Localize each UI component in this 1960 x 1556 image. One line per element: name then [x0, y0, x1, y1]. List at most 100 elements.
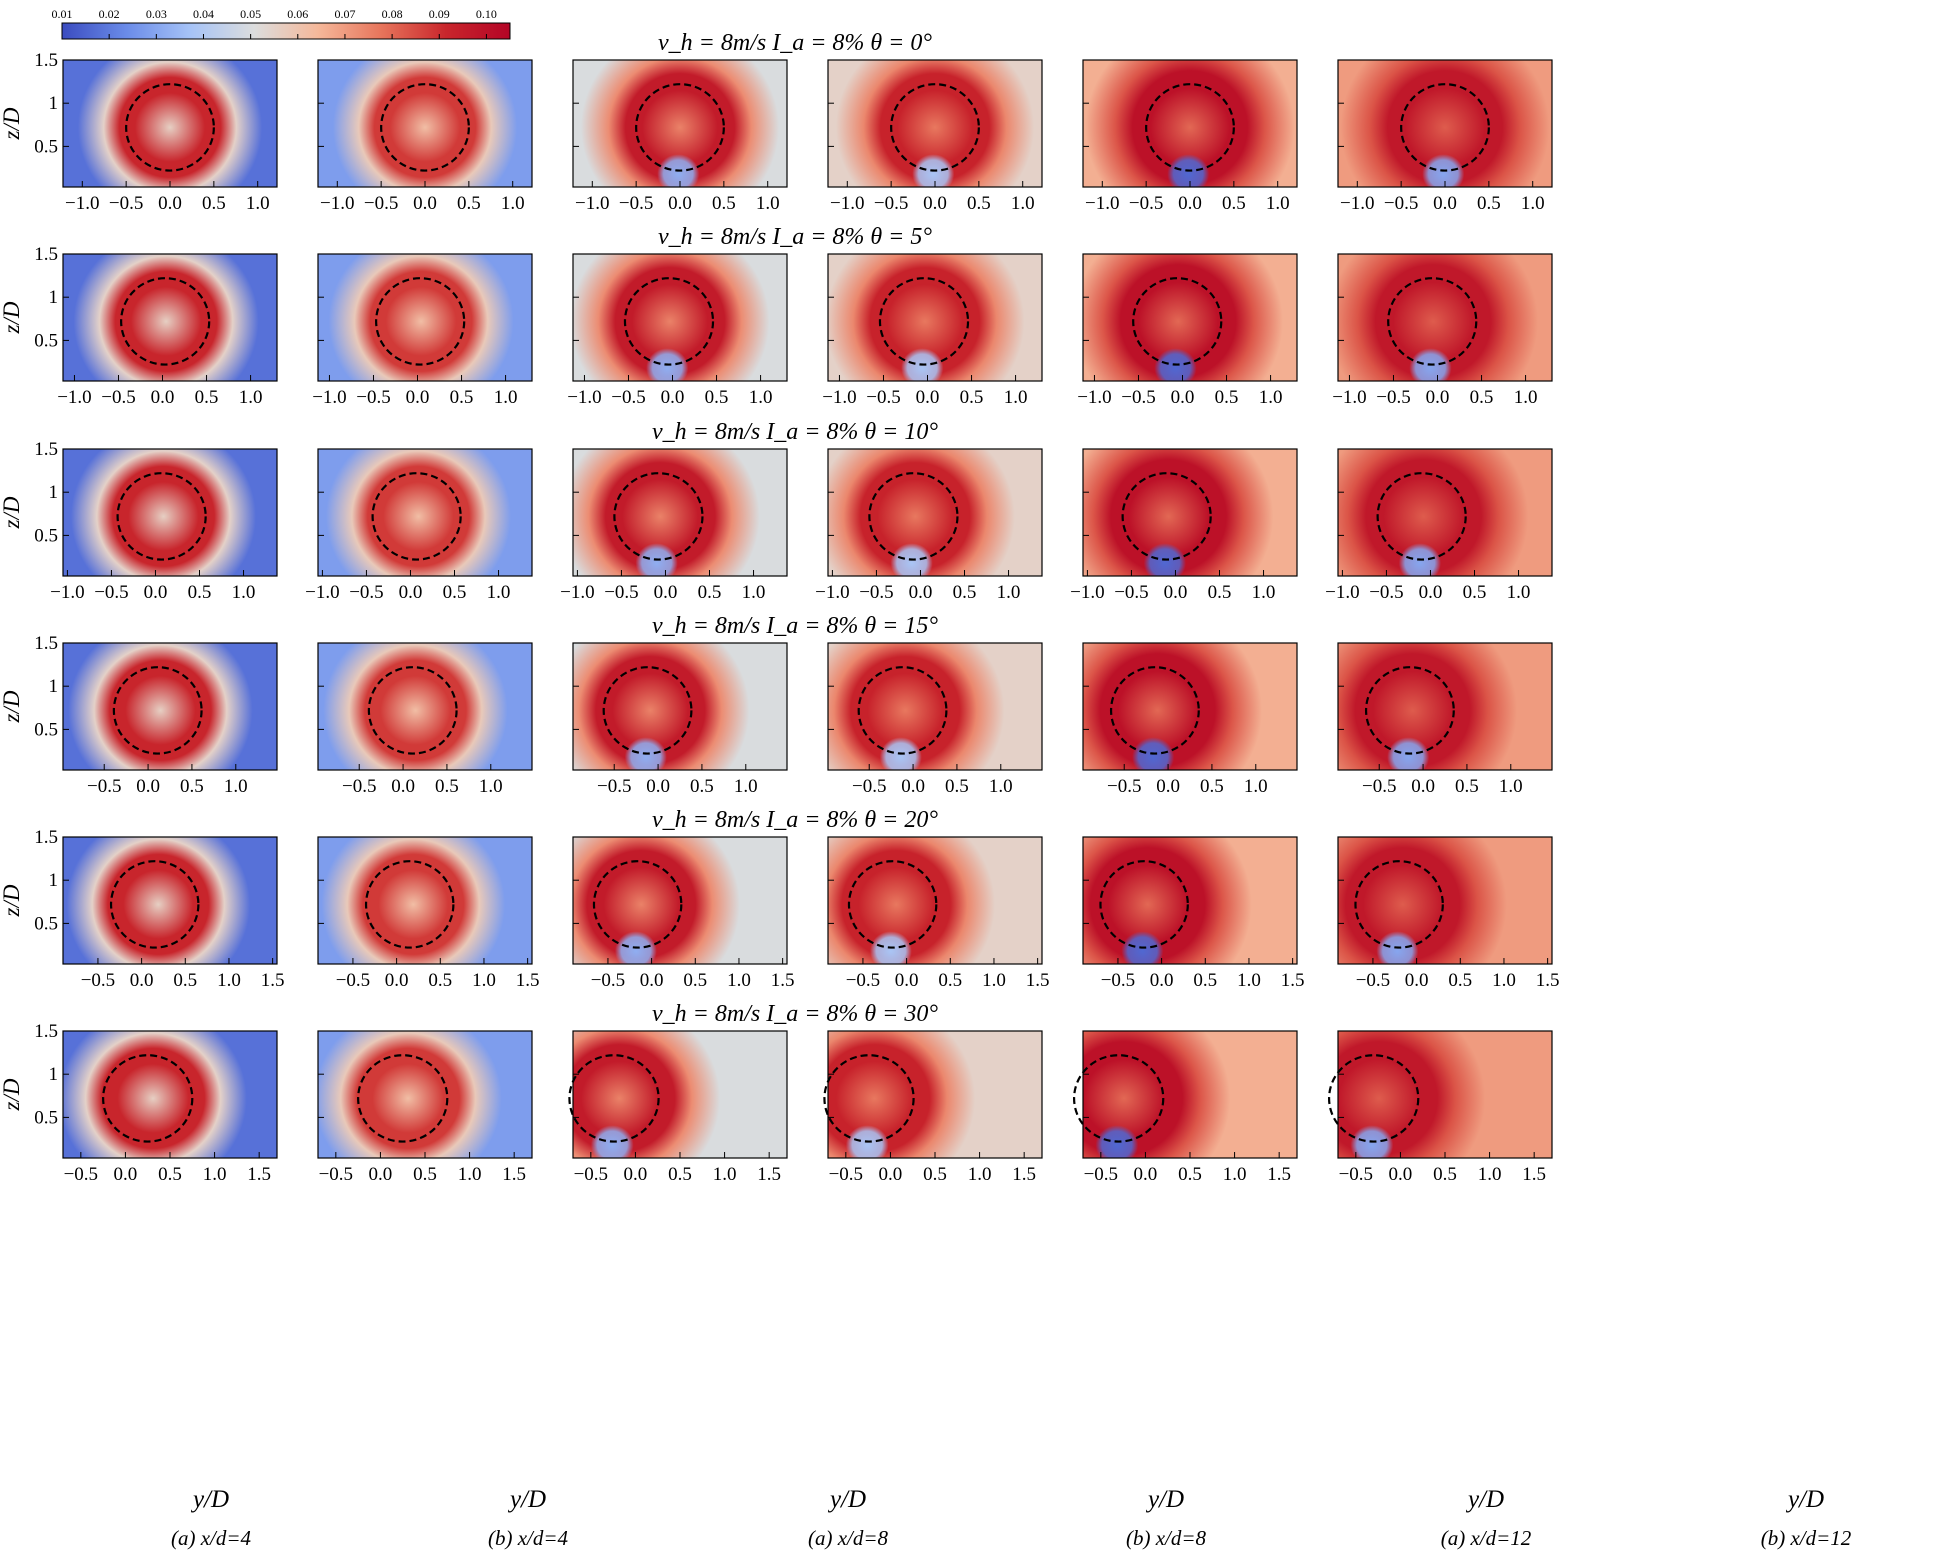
x-tick-label: −1.0 — [305, 582, 339, 603]
x-tick-label: 1.5 — [247, 1164, 271, 1185]
heatmap-panel: −0.5 0.0 0.5 1.0 1.5 — [572, 836, 795, 991]
rotor-circle — [623, 277, 715, 366]
x-tick-label: 1.0 — [1237, 970, 1261, 991]
rotor-circle — [1132, 277, 1223, 366]
heatmap-field — [318, 60, 532, 187]
x-tick-label: 1.0 — [989, 776, 1013, 797]
x-tick-label: 1.0 — [1521, 193, 1545, 214]
x-tick-label: −1.0 — [567, 387, 601, 408]
row-title: v_h = 8m/s I_a = 8% θ = 0° — [658, 30, 932, 56]
wake-region — [77, 60, 263, 187]
rotor-circle — [823, 1054, 915, 1143]
x-tick-label: 1.0 — [1266, 193, 1290, 214]
x-axis-label-col-6: y/D — [1785, 1486, 1824, 1513]
rotor-circle — [367, 666, 458, 755]
x-tick-label: −0.5 — [101, 387, 135, 408]
heatmap-field — [573, 1031, 787, 1158]
x-tick-label: 0.0 — [144, 582, 168, 603]
x-tick-label: 0.5 — [698, 582, 722, 603]
rotor-circle — [613, 472, 704, 561]
x-tick-label: 1.0 — [487, 582, 511, 603]
x-tick-label: −0.5 — [866, 387, 900, 408]
heatmap-panel: −1.0 −0.5 0.0 0.5 1.0 — [1325, 448, 1553, 603]
x-tick-label: 1.0 — [727, 970, 751, 991]
panel-frame — [1337, 836, 1553, 965]
heatmap-field — [318, 1031, 532, 1158]
x-tick-label: −0.5 — [1114, 582, 1148, 603]
heatmap-field — [828, 254, 1042, 381]
x-tick-label: −0.5 — [1362, 776, 1396, 797]
x-tick-label: 0.5 — [1448, 970, 1472, 991]
panel-row-3: v_h = 8m/s I_a = 8% θ = 10° −1.0 −0.5 0.0 0.… — [0, 419, 1553, 603]
hub-low-region — [1387, 737, 1430, 770]
wake-region — [1338, 449, 1529, 576]
panel-frame — [1082, 448, 1298, 577]
panel-frame — [1082, 253, 1298, 382]
rotor-circle — [120, 277, 211, 366]
hub-low-region — [1121, 931, 1164, 964]
x-tick-label: 0.0 — [901, 776, 925, 797]
x-tick-label: −1.0 — [1332, 387, 1366, 408]
x-tick-label: 1.5 — [1267, 1164, 1291, 1185]
x-tick-label: 0.0 — [1411, 776, 1435, 797]
x-tick-label: 0.0 — [923, 193, 947, 214]
panel-frame — [827, 836, 1043, 965]
x-tick-label: −0.5 — [1101, 970, 1135, 991]
x-tick-label: 1.0 — [494, 387, 518, 408]
row-title: v_h = 8m/s I_a = 8% θ = 20° — [652, 807, 938, 833]
rotor-circle — [357, 1054, 449, 1143]
rotor-circle — [568, 1054, 660, 1143]
wake-region — [1340, 60, 1550, 187]
heatmap-field — [1338, 449, 1552, 576]
x-tick-label: −0.5 — [336, 970, 370, 991]
rotor-circle — [375, 277, 466, 366]
heatmap-panel: −1.0 −0.5 0.0 0.5 1.0 0.5 1 1.5 z/D — [0, 439, 278, 603]
heatmap-panel: −0.5 0.0 0.5 1.0 1.5 — [317, 836, 540, 991]
row-title: v_h = 8m/s I_a = 8% θ = 10° — [652, 419, 938, 445]
wake-region — [1338, 254, 1538, 381]
x-tick-label: 0.0 — [661, 387, 685, 408]
rotor-circle — [116, 472, 207, 561]
x-tick-label: −1.0 — [65, 193, 99, 214]
wake-region — [71, 449, 256, 576]
x-tick-label: −0.5 — [1384, 193, 1418, 214]
x-tick-label: −0.5 — [1356, 970, 1390, 991]
x-tick-label: 0.0 — [158, 193, 182, 214]
heatmap-field — [573, 254, 787, 381]
x-tick-label: −0.5 — [109, 193, 143, 214]
hub-low-region — [1154, 348, 1197, 381]
hub-low-region — [912, 154, 955, 187]
rotor-circle — [602, 666, 693, 755]
x-tick-label: −1.0 — [57, 387, 91, 408]
x-tick-label: 1.0 — [1507, 582, 1531, 603]
x-tick-label: 0.0 — [385, 970, 409, 991]
x-tick-label: −1.0 — [320, 193, 354, 214]
x-tick-label: 1.5 — [1012, 1164, 1036, 1185]
x-tick-label: 0.0 — [1405, 970, 1429, 991]
wake-region — [73, 254, 259, 381]
y-tick-label: 0.5 — [34, 719, 58, 740]
colorbar-tick-label: 0.07 — [334, 7, 355, 21]
hub-low-region — [1409, 348, 1452, 381]
x-tick-label: 1.5 — [1281, 970, 1305, 991]
rotor-circle — [1099, 860, 1189, 949]
rotor-circle — [847, 860, 938, 949]
wake-region — [573, 643, 750, 770]
heatmap-panel: −0.5 0.0 0.5 1.0 1.5 — [1327, 1030, 1553, 1185]
x-tick-label: 0.0 — [1178, 193, 1202, 214]
x-tick-label: −1.0 — [1070, 582, 1104, 603]
heatmap-panel: −1.0 −0.5 0.0 0.5 1.0 — [317, 59, 533, 214]
x-tick-label: 0.0 — [1419, 582, 1443, 603]
heatmap-panel: −0.5 0.0 0.5 1.0 1.5 — [1082, 836, 1305, 991]
x-tick-label: −0.5 — [87, 776, 121, 797]
x-tick-label: 0.0 — [654, 582, 678, 603]
heatmap-panel: −0.5 0.0 0.5 1.0 1.5 0.5 1 1.5 z/D — [0, 827, 285, 991]
wake-region — [326, 449, 511, 576]
x-tick-label: −0.5 — [859, 582, 893, 603]
heatmap-field — [1083, 837, 1297, 964]
hub-low-region — [657, 154, 700, 187]
x-tick-label: 0.5 — [683, 970, 707, 991]
caption-col-1: (a) x/d=4 — [171, 1526, 252, 1550]
heatmap-field — [1338, 837, 1552, 964]
x-tick-label: 0.5 — [960, 387, 984, 408]
